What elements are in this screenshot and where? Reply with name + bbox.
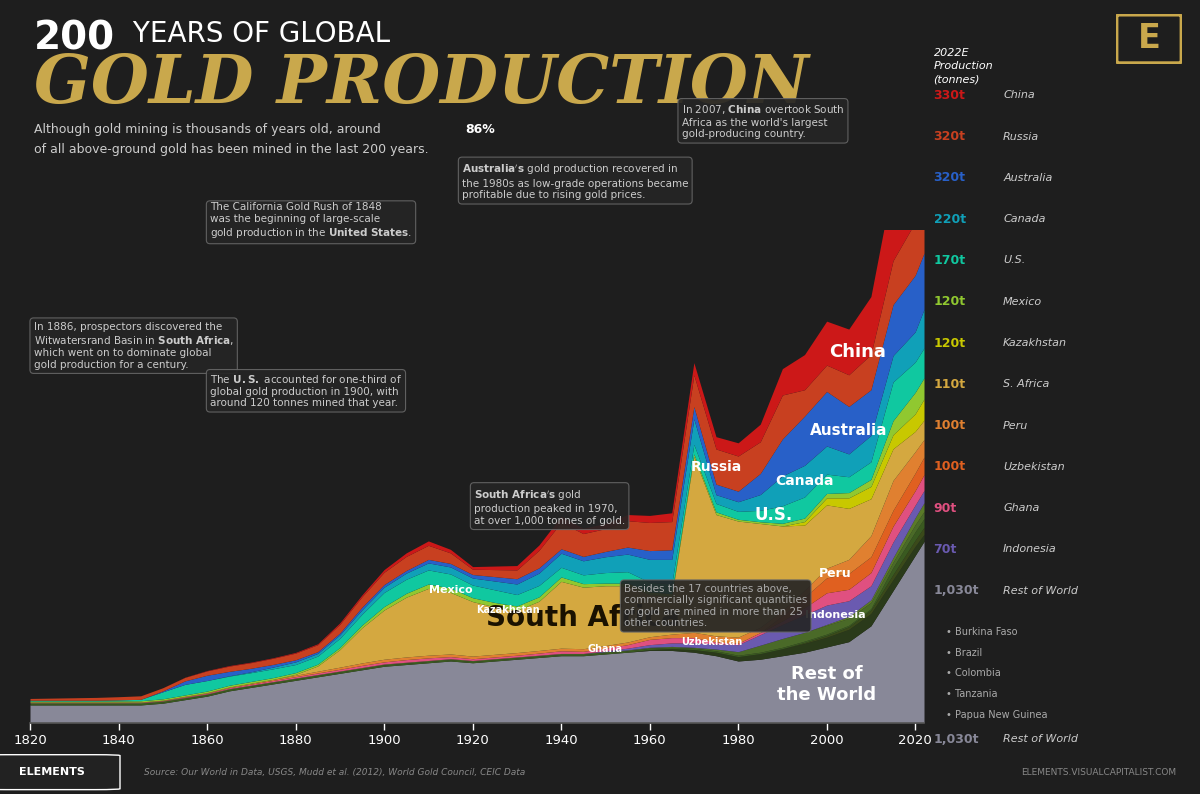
Text: • Colombia: • Colombia xyxy=(946,669,1001,678)
Text: Ghana: Ghana xyxy=(1003,503,1039,513)
Text: $\bf{South\ Africa's}$ gold
production peaked in 1970,
at over 1,000 tonnes of g: $\bf{South\ Africa's}$ gold production p… xyxy=(474,488,625,526)
Text: U.S.: U.S. xyxy=(1003,256,1026,265)
Text: Uzbekistan: Uzbekistan xyxy=(680,637,742,647)
Text: Peru: Peru xyxy=(820,566,852,580)
Text: China: China xyxy=(829,343,886,361)
Text: 1,030t: 1,030t xyxy=(934,584,979,597)
Text: • Brazil: • Brazil xyxy=(946,648,982,657)
Text: ELEMENTS: ELEMENTS xyxy=(19,767,84,777)
Text: Peru: Peru xyxy=(1003,421,1028,430)
Text: In 2007, $\bf{China}$ overtook South
Africa as the world's largest
gold-producin: In 2007, $\bf{China}$ overtook South Afr… xyxy=(682,103,845,140)
Text: The California Gold Rush of 1848
was the beginning of large-scale
gold productio: The California Gold Rush of 1848 was the… xyxy=(210,202,412,240)
Text: Mexico: Mexico xyxy=(1003,297,1043,306)
Text: 170t: 170t xyxy=(934,254,966,267)
Text: South Africa: South Africa xyxy=(486,604,680,632)
Text: In 1886, prospectors discovered the
Witwatersrand Basin in $\bf{South\ Africa}$,: In 1886, prospectors discovered the Witw… xyxy=(34,322,234,370)
Text: YEARS OF GLOBAL: YEARS OF GLOBAL xyxy=(124,20,390,48)
Text: Rest of World: Rest of World xyxy=(1003,734,1079,744)
Text: Russia: Russia xyxy=(690,460,742,473)
Text: • Burkina Faso: • Burkina Faso xyxy=(946,627,1018,637)
Text: 2022E
Production
(tonnes): 2022E Production (tonnes) xyxy=(934,48,994,84)
Text: ELEMENTS.VISUALCAPITALIST.COM: ELEMENTS.VISUALCAPITALIST.COM xyxy=(1021,768,1176,777)
Text: Ghana: Ghana xyxy=(588,645,623,654)
Text: Australia: Australia xyxy=(1003,173,1052,183)
Text: 100t: 100t xyxy=(934,419,966,432)
Text: 120t: 120t xyxy=(934,295,966,308)
Text: of all above-ground gold has been mined in the last 200 years.: of all above-ground gold has been mined … xyxy=(34,143,428,156)
Text: Canada: Canada xyxy=(775,474,834,488)
Text: 110t: 110t xyxy=(934,378,966,391)
Text: Russia: Russia xyxy=(1003,132,1039,141)
Text: 320t: 320t xyxy=(934,130,966,143)
Text: 200: 200 xyxy=(34,20,115,58)
Text: Indonesia: Indonesia xyxy=(1003,545,1057,554)
Text: Kazakhstan: Kazakhstan xyxy=(1003,338,1067,348)
Text: The $\bf{U.S.}$ accounted for one-third of
global gold production in 1900, with
: The $\bf{U.S.}$ accounted for one-third … xyxy=(210,373,402,408)
Text: Source: Our World in Data, USGS, Mudd et al. (2012), World Gold Council, CEIC Da: Source: Our World in Data, USGS, Mudd et… xyxy=(144,768,526,777)
FancyBboxPatch shape xyxy=(0,754,120,789)
Text: Australia: Australia xyxy=(810,422,888,437)
Text: 330t: 330t xyxy=(934,89,966,102)
Text: 100t: 100t xyxy=(934,461,966,473)
Text: Canada: Canada xyxy=(1003,214,1045,224)
Text: Rest of World: Rest of World xyxy=(1003,586,1079,596)
Text: 120t: 120t xyxy=(934,337,966,349)
Text: 86%: 86% xyxy=(466,123,496,136)
Text: Indonesia: Indonesia xyxy=(805,610,865,620)
Text: • Papua New Guinea: • Papua New Guinea xyxy=(946,710,1048,719)
Text: 70t: 70t xyxy=(934,543,956,556)
Text: Besides the 17 countries above,
commercially significant quantities
of gold are : Besides the 17 countries above, commerci… xyxy=(624,584,808,628)
FancyBboxPatch shape xyxy=(1117,15,1181,63)
Text: Uzbekistan: Uzbekistan xyxy=(1003,462,1064,472)
Text: 90t: 90t xyxy=(934,502,956,515)
Text: Although gold mining is thousands of years old, around: Although gold mining is thousands of yea… xyxy=(34,123,384,136)
Text: U.S.: U.S. xyxy=(755,506,793,523)
Text: GOLD PRODUCTION: GOLD PRODUCTION xyxy=(34,52,809,117)
Text: Mexico: Mexico xyxy=(428,585,473,596)
Text: E: E xyxy=(1138,22,1160,56)
Text: • Tanzania: • Tanzania xyxy=(946,689,997,699)
Text: Kazakhstan: Kazakhstan xyxy=(476,605,540,615)
Text: 320t: 320t xyxy=(934,172,966,184)
Text: S. Africa: S. Africa xyxy=(1003,380,1050,389)
Text: Rest of
the World: Rest of the World xyxy=(778,665,876,704)
Text: $\bf{Australia's}$ gold production recovered in
the 1980s as low-grade operation: $\bf{Australia's}$ gold production recov… xyxy=(462,163,689,200)
Text: 1,030t: 1,030t xyxy=(934,733,979,746)
Text: China: China xyxy=(1003,91,1034,100)
Text: 220t: 220t xyxy=(934,213,966,225)
